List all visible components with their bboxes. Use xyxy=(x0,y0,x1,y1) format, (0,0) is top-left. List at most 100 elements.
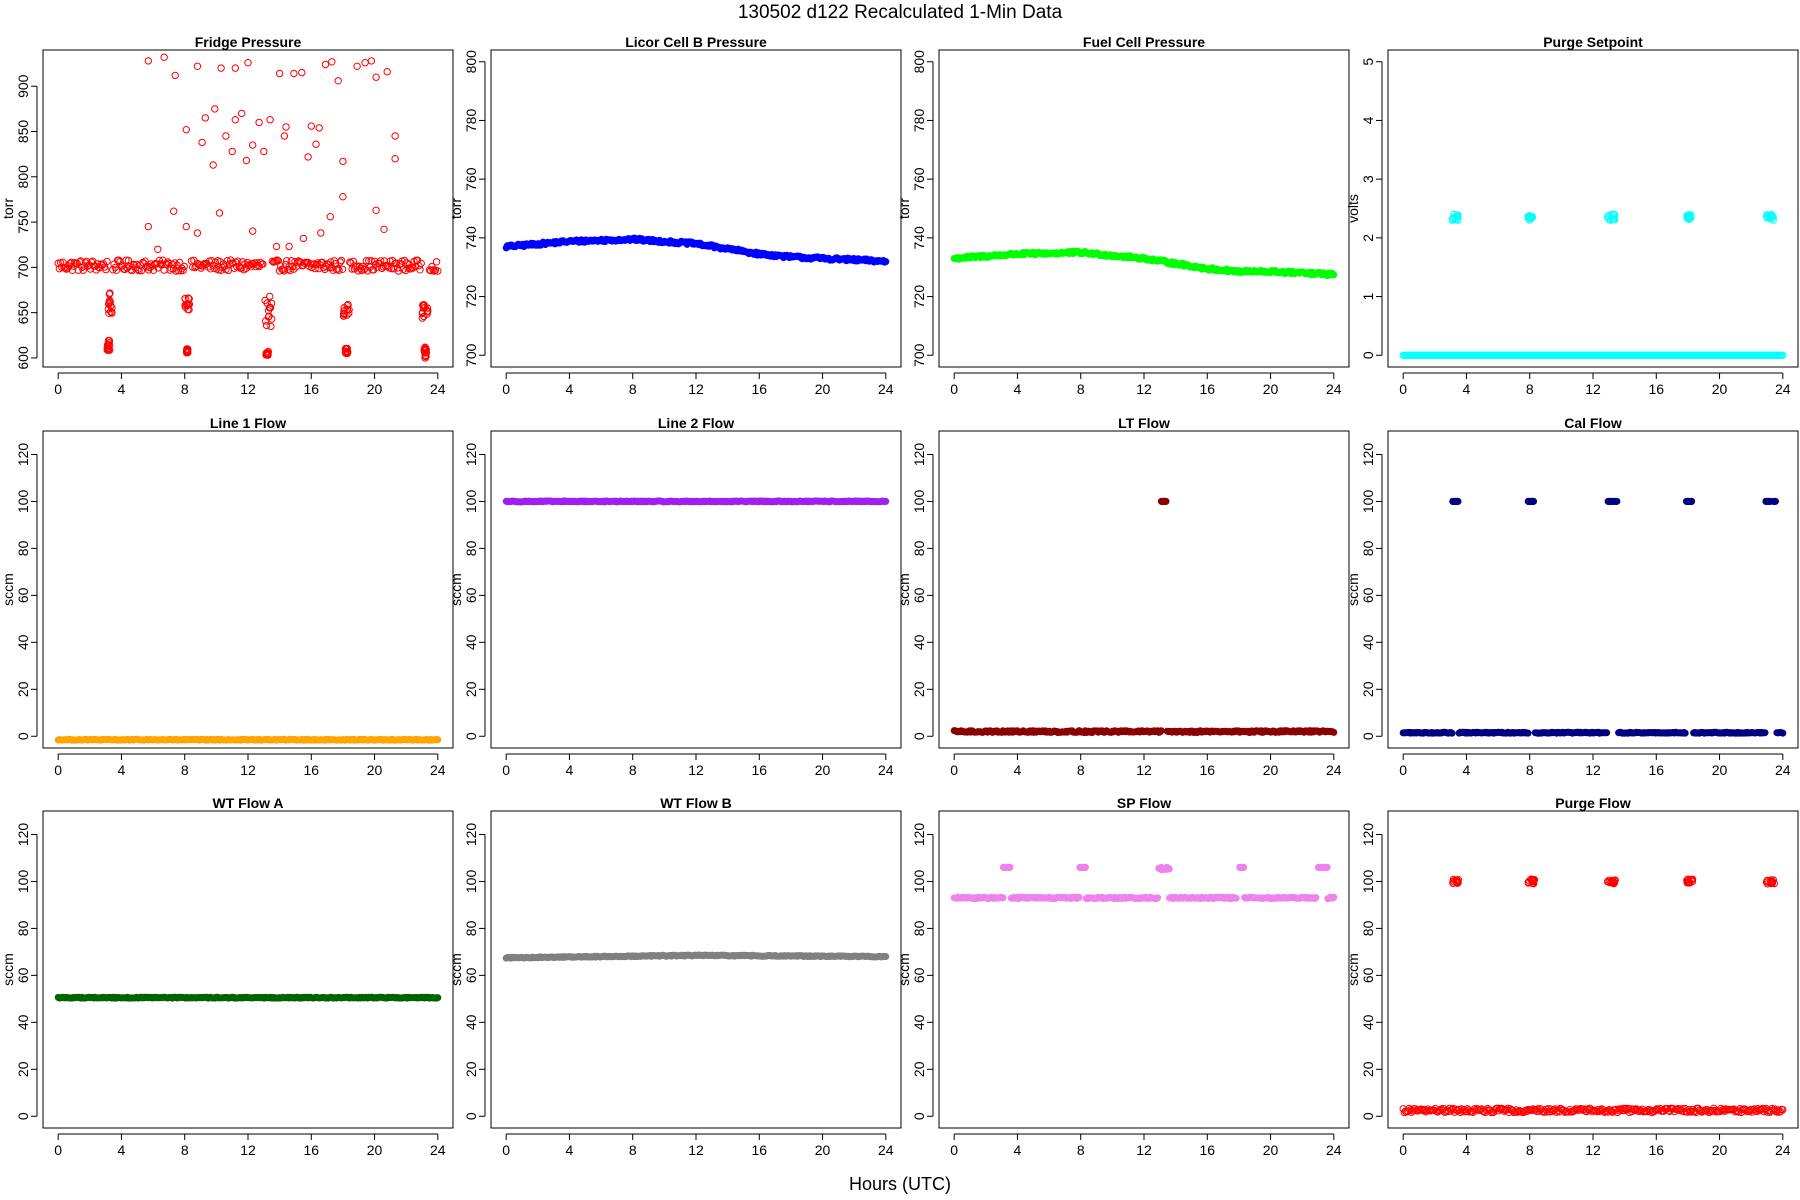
data-point xyxy=(1770,497,1778,505)
y-tick-label: 0 xyxy=(1360,1112,1376,1120)
data-point xyxy=(260,147,268,156)
data-point xyxy=(280,132,289,140)
data-point xyxy=(228,147,236,156)
data-point xyxy=(1454,497,1462,505)
y-tick-label: 800 xyxy=(911,50,927,74)
x-tick-label: 20 xyxy=(367,1142,383,1158)
data-point xyxy=(272,257,280,265)
data-point xyxy=(432,258,441,266)
data-point xyxy=(343,305,351,314)
y-tick-label: 600 xyxy=(15,346,31,370)
y-axis-label: sccm xyxy=(448,573,464,606)
y-tick-label: 20 xyxy=(911,681,927,697)
data-point xyxy=(372,206,380,215)
y-tick-label: 80 xyxy=(463,920,479,936)
data-point xyxy=(434,994,442,1002)
x-tick-label: 12 xyxy=(1136,1142,1152,1158)
data-point xyxy=(198,138,206,147)
data-point xyxy=(1330,271,1338,279)
data-point xyxy=(1232,894,1240,902)
data-point xyxy=(335,266,343,274)
data-point xyxy=(107,308,115,316)
y-tick-label: 80 xyxy=(463,540,479,556)
data-point xyxy=(286,266,294,275)
x-tick-label: 24 xyxy=(1326,381,1342,397)
data-point xyxy=(275,69,284,78)
data-point xyxy=(1761,729,1769,737)
data-point xyxy=(422,352,430,361)
x-tick-label: 16 xyxy=(1199,1142,1215,1158)
data-point xyxy=(372,73,380,81)
y-tick-label: 80 xyxy=(15,540,31,556)
y-tick-label: 780 xyxy=(911,109,927,133)
y-tick-label: 60 xyxy=(463,587,479,603)
data-point xyxy=(264,350,272,359)
data-point xyxy=(137,267,146,275)
x-tick-label: 12 xyxy=(240,762,256,778)
data-point xyxy=(262,321,271,330)
y-tick-label: 60 xyxy=(463,967,479,983)
data-point xyxy=(105,309,113,317)
x-tick-label: 24 xyxy=(1775,762,1791,778)
x-tick-label: 4 xyxy=(1014,1142,1022,1158)
data-point xyxy=(238,258,247,266)
x-tick-label: 24 xyxy=(430,762,446,778)
x-tick-label: 4 xyxy=(1463,1142,1471,1158)
y-tick-label: 700 xyxy=(463,343,479,367)
y-axis-label: sccm xyxy=(0,953,16,986)
data-point xyxy=(999,894,1007,902)
data-point xyxy=(417,259,425,268)
data-point xyxy=(343,301,351,310)
y-tick-label: 100 xyxy=(1360,490,1376,514)
x-tick-label: 0 xyxy=(950,762,958,778)
data-point xyxy=(79,266,87,274)
data-point xyxy=(339,193,347,201)
data-point xyxy=(267,299,276,308)
y-tick-label: 20 xyxy=(15,1061,31,1077)
panel-title: Purge Flow xyxy=(1555,795,1631,811)
chart-panel-7: LT Flow sccm 0 4 8 12 16 20 24 0 20 40 60 80 100 120 xyxy=(896,415,1350,778)
x-tick-label: 20 xyxy=(367,381,383,397)
x-tick-label: 16 xyxy=(751,1142,767,1158)
y-tick-label: 60 xyxy=(911,587,927,603)
x-tick-label: 24 xyxy=(878,381,894,397)
x-axis: 0 4 8 12 16 20 24 xyxy=(54,372,446,397)
panel-title: SP Flow xyxy=(1117,795,1171,811)
x-axis: 0 4 8 12 16 20 24 xyxy=(502,1133,894,1158)
data-points xyxy=(502,497,890,506)
data-point xyxy=(1330,893,1338,901)
y-axis: 0 20 40 60 80 100 120 xyxy=(463,823,486,1120)
data-point xyxy=(1610,497,1618,505)
data-point xyxy=(326,213,334,221)
x-tick-label: 8 xyxy=(1077,1142,1085,1158)
chart-panel-8: Cal Flow sccm 0 4 8 12 16 20 24 0 20 40 60 80 100 120 xyxy=(1345,415,1799,778)
y-axis: 0 20 40 60 80 100 120 xyxy=(15,823,38,1120)
data-point xyxy=(1157,727,1165,735)
x-tick-label: 12 xyxy=(240,1142,256,1158)
data-point xyxy=(1154,894,1162,902)
x-axis: 0 4 8 12 16 20 24 xyxy=(54,753,446,778)
y-tick-label: 120 xyxy=(911,443,927,467)
x-axis: 0 4 8 12 16 20 24 xyxy=(502,372,894,397)
figure-title: 130502 d122 Recalculated 1-Min Data xyxy=(738,2,1063,23)
x-tick-label: 12 xyxy=(240,381,256,397)
chart-panel-12: Purge Flow sccm 0 4 8 12 16 20 24 0 20 40 60 80 100 120 xyxy=(1345,795,1799,1158)
x-tick-label: 24 xyxy=(1326,1142,1342,1158)
y-axis-label: sccm xyxy=(448,953,464,986)
x-tick-label: 20 xyxy=(367,762,383,778)
y-tick-label: 80 xyxy=(1360,540,1376,556)
data-point xyxy=(290,265,298,273)
plot-frame xyxy=(490,430,902,749)
x-tick-label: 4 xyxy=(118,1142,126,1158)
data-points xyxy=(54,53,442,362)
x-tick-label: 0 xyxy=(502,762,510,778)
data-point xyxy=(105,336,114,345)
data-point xyxy=(267,322,275,331)
data-points xyxy=(1399,497,1787,737)
y-tick-label: 60 xyxy=(15,967,31,983)
y-tick-label: 100 xyxy=(911,870,927,894)
y-tick-label: 20 xyxy=(1360,681,1376,697)
panel-title: Licor Cell B Pressure xyxy=(625,34,767,50)
